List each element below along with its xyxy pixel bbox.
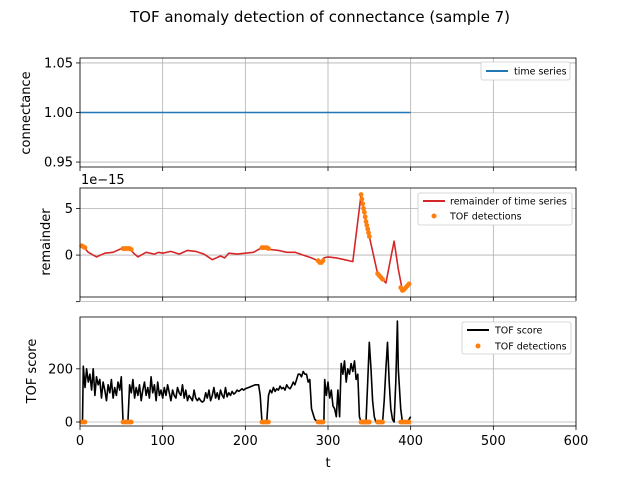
detection-point [320,258,326,264]
legend-label-detections: TOF detections [449,212,522,223]
detection-point [359,196,365,202]
detection-point [128,247,134,252]
detection-point [380,419,385,425]
detection-point [363,219,369,224]
detection-point [366,419,372,425]
y-axis-offset-label: 1e−15 [81,173,125,188]
detection-point [266,419,271,425]
y-tick-label: 1.00 [44,106,73,121]
legend-connectance: time series [480,61,571,81]
x-tick-label: 600 [564,434,589,449]
legend-marker-detections [431,213,437,219]
detection-point [320,419,326,425]
legend-remainder: remainder of time series TOF detections [417,192,573,226]
detection-point [364,222,370,228]
x-tick-label: 200 [233,434,258,449]
y-axis-label-tof-score: TOF score [25,339,40,405]
panel-tof-score: TOF score t 0 100 200 300 400 500 600 0 200 TOF … [25,316,589,471]
legend-box [480,61,571,81]
detection-point [266,246,271,251]
detection-point [82,245,88,251]
detection-point [366,234,372,239]
legend-tof-score: TOF score TOF detections [461,321,572,355]
plot-area: 0.95 1.00 1.05 [44,56,577,171]
detection-point [362,214,368,220]
series-line [80,320,412,423]
panel-remainder: remainder 1e−15 0 5 remainder of time ser… [39,173,577,303]
legend-label-detections: TOF detections [494,342,567,353]
y-tick-label: 200 [48,362,73,377]
detection-point [365,226,371,232]
y-tick-label: 0 [65,249,73,264]
detection-point [361,206,366,211]
x-tick-label: 0 [76,434,84,449]
x-tick-label: 500 [481,434,506,449]
detection-point [406,419,412,425]
detection-point [128,419,134,425]
detection-point [82,419,88,425]
figure-title: TOF anomaly detection of connectance (sa… [129,8,510,26]
legend-box [461,321,572,355]
legend-label-time-series: time series [514,67,567,78]
detection-point [406,281,412,287]
legend-label-tof-score: TOF score [494,326,542,337]
x-axis-label: t [325,456,330,471]
x-tick-label: 400 [398,434,423,449]
detection-point [360,201,366,207]
detection-point [366,230,371,236]
y-tick-label: 5 [65,202,73,217]
detection-point [361,209,367,215]
y-tick-label: 0 [65,416,73,431]
x-tick-label: 100 [150,434,175,449]
x-tick-label: 300 [316,434,341,449]
panel-connectance: connectance 0.95 1.00 1.05 time series [19,56,577,171]
y-tick-label: 0.95 [44,156,73,171]
detection-point [358,192,364,197]
y-axis-label-connectance: connectance [19,71,34,154]
y-axis-label-remainder: remainder [39,208,54,276]
legend-label-remainder: remainder of time series [450,197,567,208]
legend-box [417,192,573,226]
detection-point [380,276,385,282]
y-tick-label: 1.05 [44,56,73,71]
plot-area: 0 100 200 300 400 500 600 0 200 [48,316,589,449]
legend-marker-detections [475,343,481,349]
